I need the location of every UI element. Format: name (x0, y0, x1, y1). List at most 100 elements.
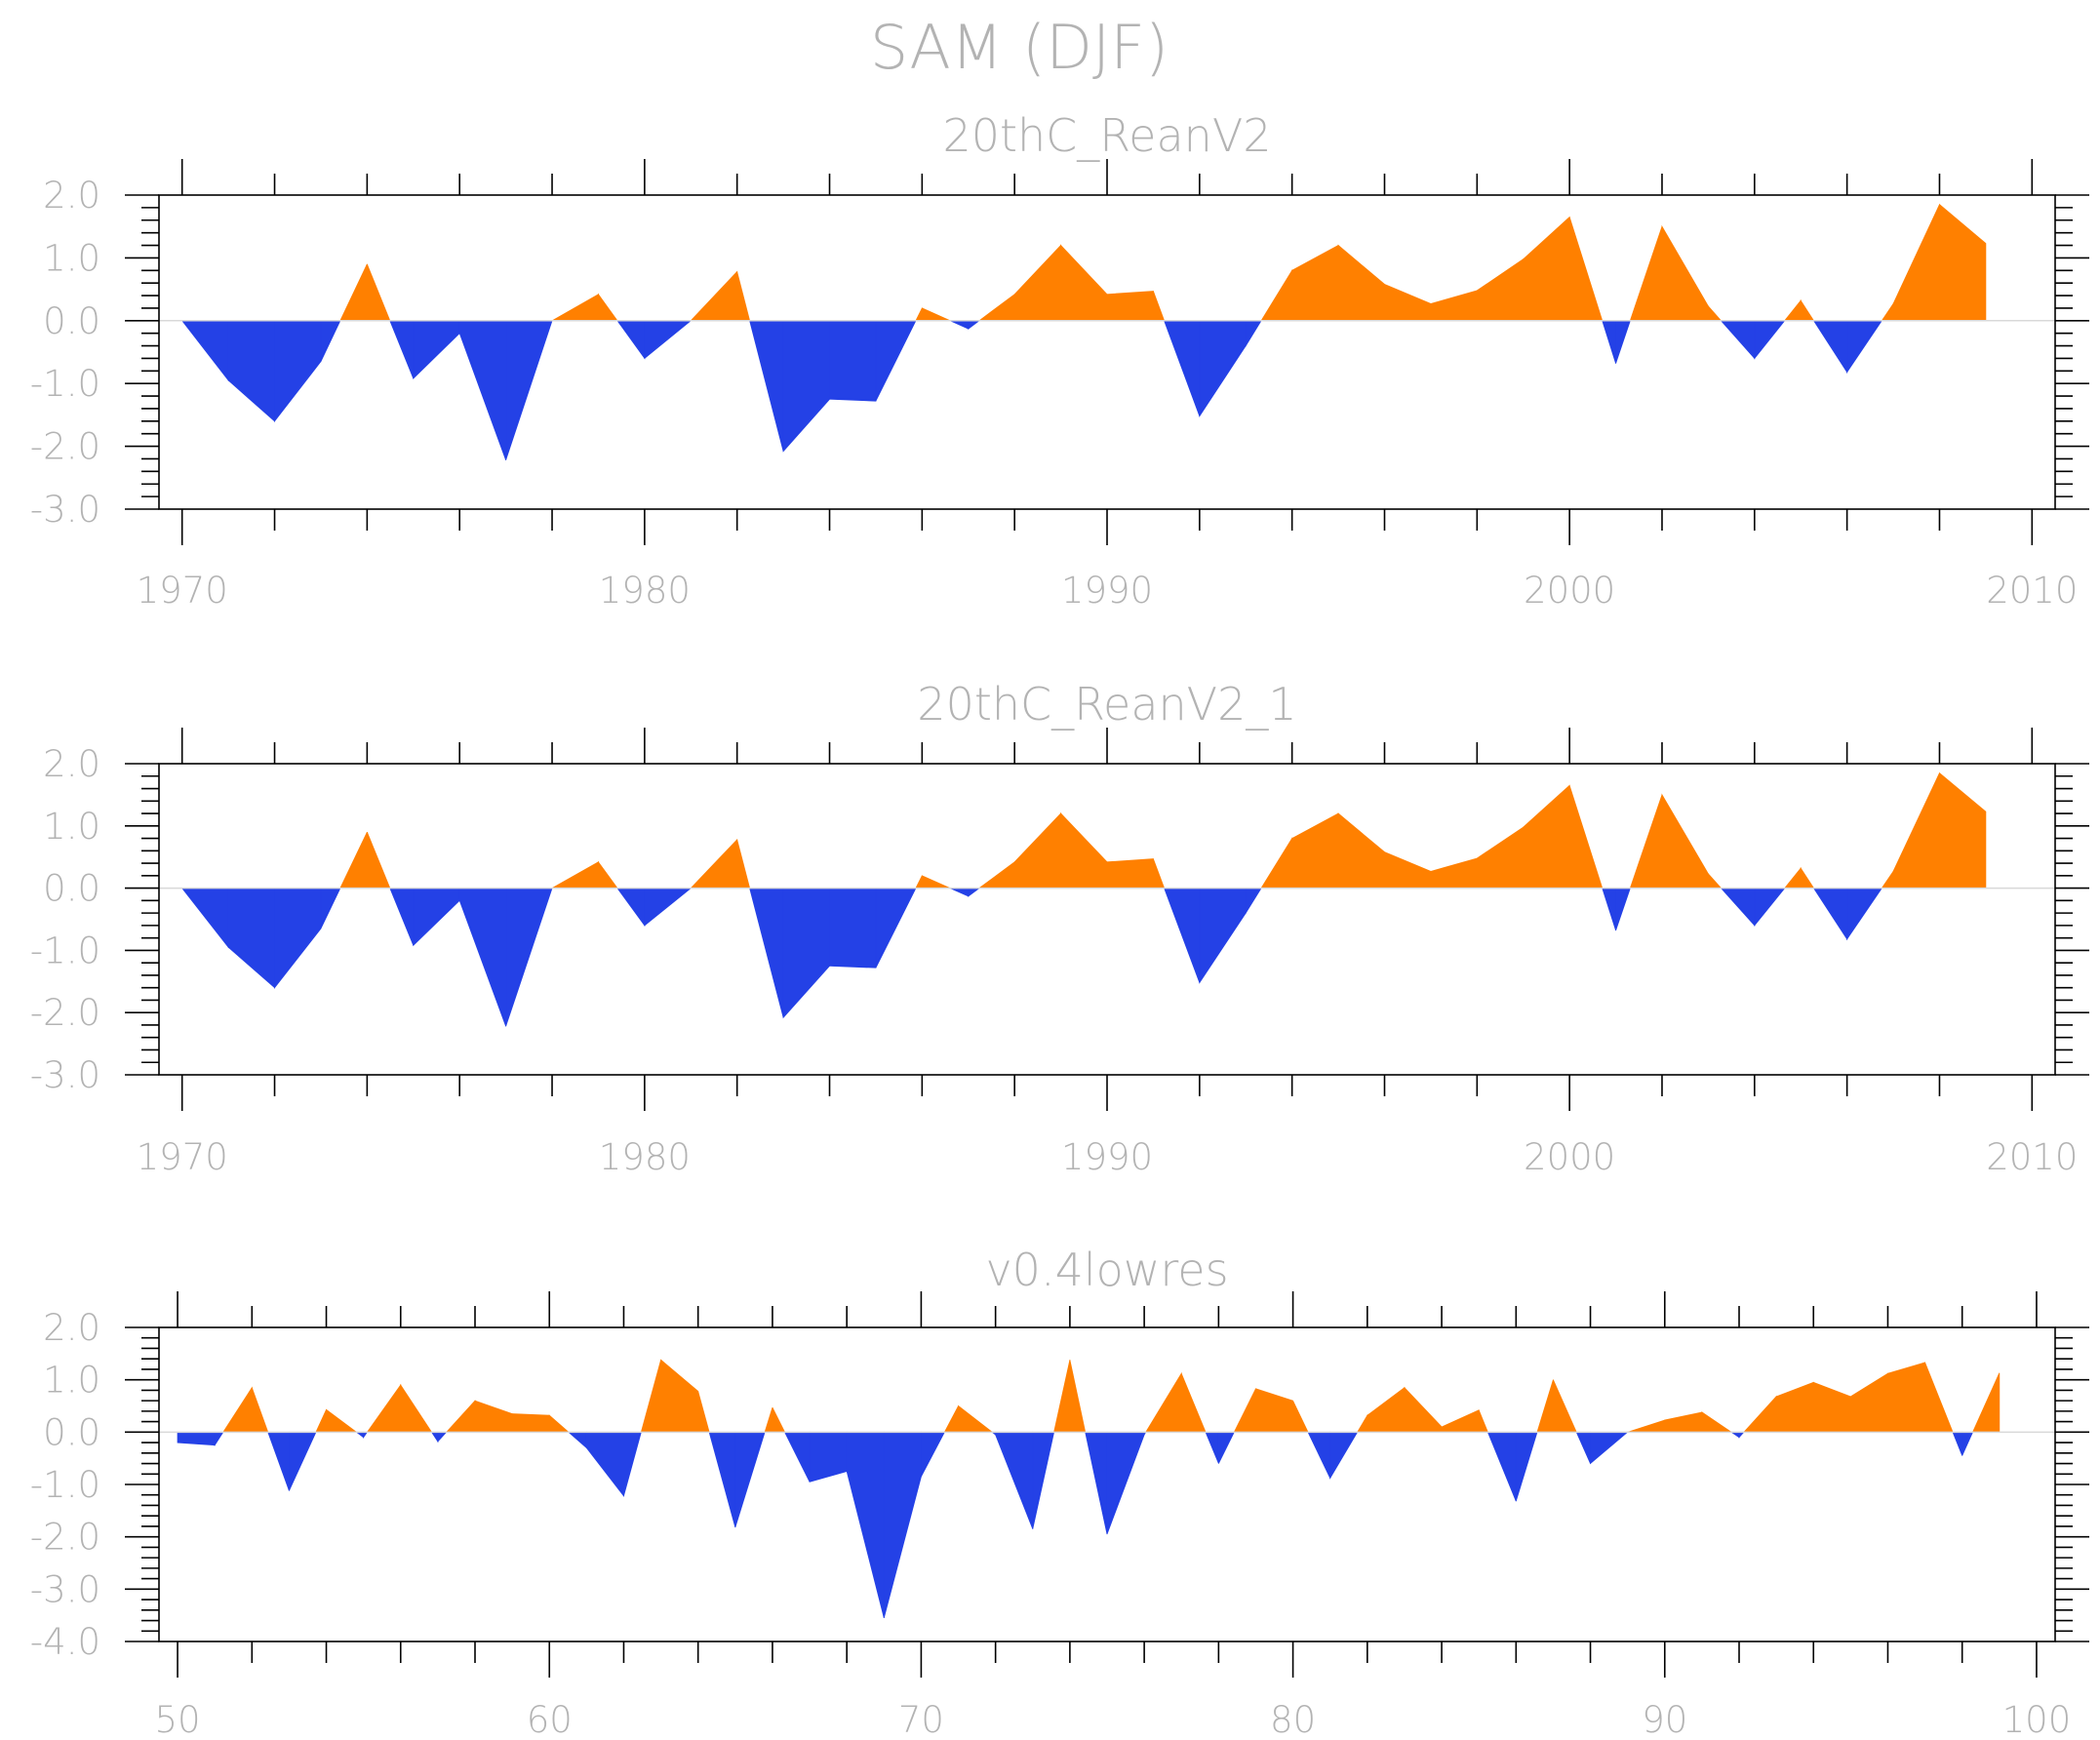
negative-area-segment (846, 1431, 885, 1618)
negative-area-segment (829, 888, 877, 969)
y-tick-label: -2.0 (30, 992, 100, 1034)
chart-panel-2: 20thC_ReanV2_1 1970 1980 1990 2000 2010 2.0 1.0… (30, 678, 2089, 1178)
positive-area-segment (222, 1386, 253, 1433)
positive-area-segment (1441, 1409, 1480, 1433)
positive-area-segment (1291, 244, 1339, 322)
negative-area-segment (227, 320, 275, 422)
negative-area-segment (505, 320, 553, 460)
negative-area-segment (355, 1431, 365, 1439)
x-tick-label: 2000 (1524, 570, 1615, 612)
negative-area-segment (1486, 1431, 1517, 1502)
positive-area-segment (366, 263, 391, 322)
chart-panel-1: 20thC_ReanV2 1970 1980 1990 2000 2010 2.0 1.0 0.… (30, 109, 2089, 612)
negative-area-segment (875, 888, 917, 969)
negative-area-segment (1812, 888, 1848, 941)
x-tick-label: 60 (527, 1699, 573, 1740)
y-tick-label: 2.0 (43, 743, 100, 785)
positive-area-segment (958, 1404, 994, 1433)
chart-panel-3: v0.4lowres 50 60 70 80 90 100 2.0 1.0 0.0 -1.0 -2.0… (30, 1244, 2089, 1740)
positive-area-segment (736, 271, 751, 322)
negative-area-segment (267, 1431, 290, 1491)
positive-area-segment (1260, 837, 1293, 889)
y-tick-label: 1.0 (43, 237, 100, 279)
positive-area-segment (1476, 257, 1525, 322)
positive-area-segment (1476, 826, 1525, 889)
positive-area-segment (1292, 1400, 1309, 1433)
negative-area-segment (1602, 888, 1616, 931)
positive-area-segment (1553, 1379, 1577, 1433)
x-tick-label: 90 (1642, 1699, 1687, 1740)
positive-area-segment (1971, 1372, 2001, 1433)
positive-area-segment (251, 1387, 269, 1433)
positive-area-segment (550, 294, 599, 322)
positive-area-segment (977, 293, 1015, 322)
negative-area-segment (389, 320, 415, 379)
negative-area-segment (458, 320, 507, 460)
positive-area-segment (400, 1383, 433, 1433)
positive-area-segment (474, 1400, 513, 1433)
positive-area-segment (1255, 1388, 1293, 1433)
positive-area-segment (366, 1383, 402, 1433)
positive-area-segment (548, 1414, 570, 1433)
positive-area-segment (1153, 858, 1166, 889)
negative-area-segment (883, 1431, 922, 1618)
positive-area-segment (1664, 1411, 1703, 1433)
negative-area-segment (995, 1431, 1034, 1529)
negative-area-segment (1515, 1431, 1538, 1502)
positive-area-segment (1430, 290, 1478, 322)
negative-area-segment (644, 320, 693, 360)
positive-area-segment (1800, 866, 1815, 889)
positive-area-segment (1892, 204, 1940, 322)
positive-area-segment (915, 307, 923, 322)
negative-area-segment (413, 320, 460, 379)
negative-area-segment (567, 1431, 587, 1449)
negative-area-segment (1085, 1431, 1108, 1535)
positive-area-segment (1337, 244, 1385, 322)
negative-area-segment (177, 1431, 216, 1446)
panel-title: 20thC_ReanV2 (942, 109, 1271, 162)
positive-area-segment (1661, 793, 1709, 889)
positive-area-segment (1384, 850, 1432, 889)
negative-area-segment (749, 320, 784, 452)
x-tick-label: 2000 (1524, 1136, 1615, 1178)
negative-area-segment (644, 888, 693, 927)
positive-area-segment (772, 1406, 786, 1433)
positive-area-segment (1812, 1381, 1851, 1433)
positive-area-segment (1523, 784, 1570, 889)
negative-area-segment (1307, 1431, 1331, 1479)
negative-area-segment (180, 320, 229, 382)
positive-area-segment (1356, 1413, 1368, 1433)
positive-area-segment (1069, 1360, 1087, 1433)
y-tick-label: -2.0 (30, 426, 100, 468)
negative-area-segment (1245, 888, 1262, 915)
negative-area-segment (782, 888, 830, 1019)
positive-area-segment (1260, 268, 1293, 322)
positive-area-segment (1013, 244, 1061, 322)
positive-area-segment (697, 1391, 710, 1433)
negative-area-segment (437, 1431, 448, 1443)
positive-area-segment (1887, 1362, 1925, 1433)
negative-area-segment (616, 888, 646, 928)
negative-area-segment (1615, 888, 1631, 931)
x-tick-label: 1970 (137, 1136, 228, 1178)
positive-area-segment (1478, 1409, 1488, 1433)
negative-area-segment (949, 320, 970, 330)
y-tick-label: 0.0 (43, 300, 100, 342)
negative-area-segment (749, 888, 784, 1018)
y-tick-label: 1.0 (43, 806, 100, 848)
positive-area-segment (1106, 858, 1154, 889)
negative-area-segment (1720, 320, 1756, 360)
positive-area-segment (1742, 1395, 1777, 1433)
negative-area-segment (829, 320, 877, 402)
positive-area-segment (1404, 1386, 1443, 1433)
positive-area-segment (1627, 1419, 1666, 1433)
positive-area-segment (1783, 299, 1802, 322)
positive-area-segment (1384, 283, 1432, 322)
positive-area-segment (326, 1408, 358, 1433)
x-tick-label: 100 (2002, 1699, 2072, 1740)
positive-area-segment (1291, 812, 1339, 889)
negative-area-segment (363, 1431, 369, 1439)
negative-area-segment (1812, 320, 1848, 374)
positive-area-segment (1233, 1388, 1256, 1433)
